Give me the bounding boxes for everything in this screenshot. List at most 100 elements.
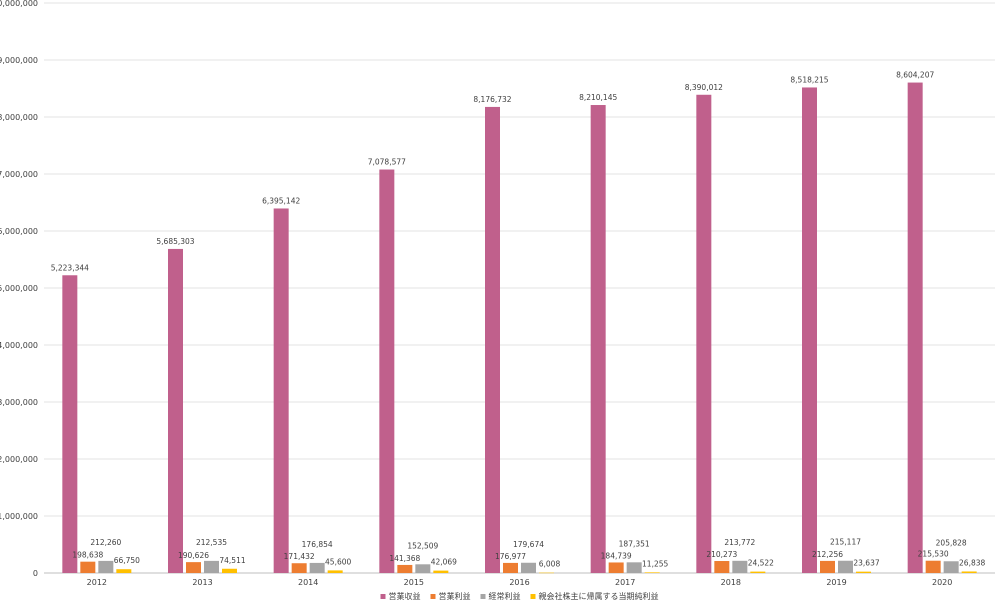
bar: [327, 570, 343, 573]
bar: [714, 561, 730, 573]
bars: [62, 82, 977, 574]
bar: [820, 560, 835, 573]
data-label: 179,674: [513, 540, 544, 549]
bar: [204, 560, 219, 573]
data-label: 26,838: [959, 558, 985, 567]
data-label: 8,390,012: [685, 83, 723, 92]
data-label: 42,069: [431, 558, 457, 567]
bar: [626, 562, 642, 573]
data-label: 176,854: [302, 540, 333, 549]
data-label: 8,604,207: [896, 71, 934, 80]
x-tick-label: 2019: [826, 578, 846, 587]
x-tick-label: 2015: [404, 578, 424, 587]
data-label: 184,739: [601, 551, 632, 560]
x-tick-label: 2017: [615, 578, 635, 587]
bar: [732, 560, 748, 573]
data-label: 74,511: [219, 556, 245, 565]
bar: [273, 208, 289, 573]
bar: [415, 564, 431, 573]
x-tick-label: 2016: [509, 578, 529, 587]
legend-swatch: [430, 594, 436, 599]
legend-item: 営業利益: [430, 591, 471, 601]
y-tick-label: 2,000,000: [0, 455, 38, 464]
data-label: 190,626: [178, 551, 209, 560]
x-tick-label: 2014: [298, 578, 318, 587]
data-label: 5,685,303: [156, 237, 194, 246]
legend-item: 経常利益: [480, 591, 521, 601]
legend-item: 親会社株主に帰属する当期純利益: [530, 591, 659, 601]
legend-label: 親会社株主に帰属する当期純利益: [539, 591, 659, 601]
legend-swatch: [480, 594, 486, 599]
y-tick-label: 7,000,000: [0, 170, 38, 179]
legend: 営業収益 営業利益 経常利益 親会社株主に帰属する当期純利益: [380, 591, 659, 601]
y-tick-label: 6,000,000: [0, 227, 38, 236]
y-axis-ticks: 0 1,000,000 2,000,000 3,000,000 4,000,000 5,0…: [0, 0, 38, 578]
bar: [590, 105, 606, 574]
bar: [379, 169, 395, 573]
bar: [222, 568, 237, 573]
x-tick-label: 2018: [721, 578, 741, 587]
legend-label: 営業収益: [389, 591, 421, 601]
data-label: 176,977: [495, 552, 526, 561]
legend-swatch: [380, 594, 386, 599]
x-axis-ticks: 2012 2013 2014 2015 2016 2017 2018 2019 2020: [87, 578, 953, 587]
y-tick-label: 3,000,000: [0, 398, 38, 407]
bar: [433, 570, 449, 573]
data-label: 171,432: [284, 552, 315, 561]
bar: [503, 562, 518, 573]
bar: [539, 572, 554, 574]
legend-item: 営業収益: [380, 591, 421, 601]
bar: [750, 571, 766, 573]
bar: [925, 560, 941, 573]
y-tick-label: 0: [33, 569, 38, 578]
bar: [98, 560, 114, 573]
bar: [168, 248, 183, 573]
data-label: 198,638: [72, 551, 103, 560]
y-tick-label: 9,000,000: [0, 56, 38, 65]
legend-label: 経常利益: [489, 591, 521, 601]
bar: [961, 571, 977, 573]
bar: [62, 275, 78, 573]
bar: [608, 562, 624, 573]
bar: [644, 572, 660, 573]
data-label: 215,117: [830, 538, 861, 547]
data-label: 205,828: [936, 538, 967, 547]
data-label: 212,256: [812, 550, 843, 559]
y-tick-label: 1,000,000: [0, 512, 38, 521]
data-label: 8,518,215: [790, 75, 828, 84]
data-label: 6,395,142: [262, 196, 300, 205]
data-label: 213,772: [724, 538, 755, 547]
bar: [802, 87, 817, 574]
bar: [397, 564, 413, 573]
data-label: 5,223,344: [51, 263, 89, 272]
legend-label: 営業利益: [439, 591, 471, 601]
data-label: 152,509: [407, 541, 438, 550]
data-label: 8,210,145: [579, 93, 617, 102]
data-label: 212,260: [90, 538, 121, 547]
data-label: 6,008: [539, 560, 561, 569]
bar: [838, 560, 853, 573]
y-tick-label: 4,000,000: [0, 341, 38, 350]
data-label: 66,750: [114, 556, 140, 565]
data-label: 210,273: [706, 550, 737, 559]
data-label: 215,530: [918, 550, 949, 559]
data-labels: 5,223,344 198,638 212,260 66,750 5,685,303 19…: [51, 71, 986, 569]
data-label: 11,255: [642, 559, 668, 568]
x-tick-label: 2013: [192, 578, 212, 587]
data-label: 24,522: [748, 559, 774, 568]
y-tick-label: 8,000,000: [0, 113, 38, 122]
gridlines: [44, 2, 995, 574]
data-label: 141,368: [389, 554, 420, 563]
bar: [309, 562, 325, 573]
bar: [907, 82, 923, 573]
bar: [521, 562, 536, 573]
bar: [80, 561, 96, 573]
bar: [856, 571, 871, 573]
y-tick-label: 5,000,000: [0, 284, 38, 293]
x-tick-label: 2012: [87, 578, 107, 587]
data-label: 187,351: [619, 539, 650, 548]
data-label: 23,637: [853, 559, 879, 568]
bar: [943, 561, 959, 573]
